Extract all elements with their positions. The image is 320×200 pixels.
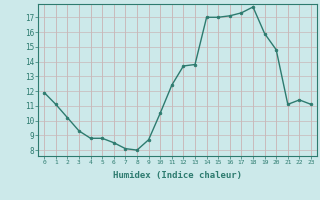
X-axis label: Humidex (Indice chaleur): Humidex (Indice chaleur) (113, 171, 242, 180)
